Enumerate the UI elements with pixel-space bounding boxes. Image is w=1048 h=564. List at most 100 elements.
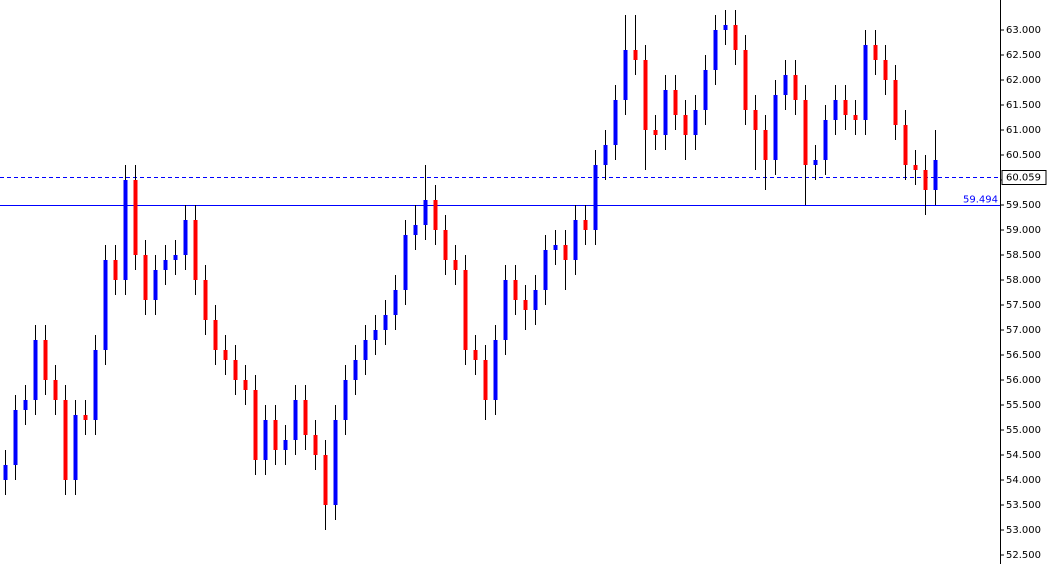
candle-body [203,280,208,320]
candle-body [413,225,418,235]
candle-body [573,220,578,260]
candle-body [33,340,38,400]
candle-body [353,360,358,380]
candle-body [933,160,938,190]
candle-body [213,320,218,350]
candle-body [403,235,408,290]
y-tick-label: 56.000 [1006,375,1041,386]
candle-body [663,90,668,135]
candle-body [283,440,288,450]
candle-body [253,390,258,460]
candle-body [523,300,528,310]
y-tick-label: 56.500 [1006,350,1041,361]
candle-body [583,220,588,230]
candle-body [373,330,378,340]
candle-body [43,340,48,380]
candle-body [563,245,568,260]
candle-body [53,380,58,400]
candle-body [893,80,898,125]
candle-body [423,200,428,225]
candle-body [703,70,708,110]
candle-body [653,130,658,135]
candle-body [263,420,268,460]
candle-body [613,100,618,145]
candle-body [293,400,298,440]
candle-body [63,400,68,480]
candle-body [323,455,328,505]
y-tick-label: 54.000 [1006,475,1041,486]
candle-body [443,230,448,260]
y-tick-label: 53.000 [1006,525,1041,536]
candle-body [733,25,738,50]
y-tick-label: 62.000 [1006,75,1041,86]
candle-body [683,115,688,135]
candle-body [763,130,768,160]
candle-body [773,95,778,160]
candle-body [903,125,908,165]
candle-body [163,260,168,270]
candle-body [713,30,718,70]
candle-body [313,435,318,455]
candle-body [463,270,468,350]
candle-body [3,465,8,480]
candle-body [193,220,198,280]
y-tick-label: 61.000 [1006,125,1041,136]
candle-body [533,290,538,310]
y-tick-label: 53.500 [1006,500,1041,511]
candle-body [513,280,518,300]
candle-body [363,340,368,360]
candle-body [503,280,508,340]
candle-body [593,165,598,230]
candle-body [493,340,498,400]
candle-body [743,50,748,110]
candle-body [633,50,638,60]
candle-body [723,25,728,30]
candle-body [833,100,838,120]
y-tick-label: 52.500 [1006,550,1041,561]
candle-body [123,180,128,280]
candle-body [553,245,558,250]
candle-body [303,400,308,435]
candle-body [93,350,98,420]
candle-body [623,50,628,100]
candle-body [783,75,788,95]
level-label: 60.059 [1006,173,1041,184]
candle-body [113,260,118,280]
candle-body [183,220,188,255]
candle-body [793,75,798,100]
candle-body [483,360,488,400]
candle-body [853,115,858,120]
candle-body [473,350,478,360]
y-tick-label: 59.000 [1006,225,1041,236]
candle-body [813,160,818,165]
y-tick-label: 60.500 [1006,150,1041,161]
candle-body [693,110,698,135]
candle-body [243,380,248,390]
candle-body [673,90,678,115]
candle-body [803,100,808,165]
level-label-box [1001,170,1047,185]
y-tick-label: 57.000 [1006,325,1041,336]
candle-body [73,415,78,480]
y-tick-label: 58.000 [1006,275,1041,286]
candle-body [83,415,88,420]
candle-body [223,350,228,360]
y-tick-label: 59.500 [1006,200,1041,211]
y-tick-label: 63.000 [1006,25,1041,36]
candle-body [883,60,888,80]
candle-body [643,60,648,130]
candle-body [863,45,868,120]
candle-body [873,45,878,60]
candle-body [923,170,928,190]
candle-body [753,110,758,130]
candle-body [453,260,458,270]
y-tick-label: 61.500 [1006,100,1041,111]
y-tick-label: 58.500 [1006,250,1041,261]
candle-body [233,360,238,380]
candle-body [333,420,338,505]
y-tick-label: 55.000 [1006,425,1041,436]
candle-body [433,200,438,230]
candle-body [913,165,918,170]
